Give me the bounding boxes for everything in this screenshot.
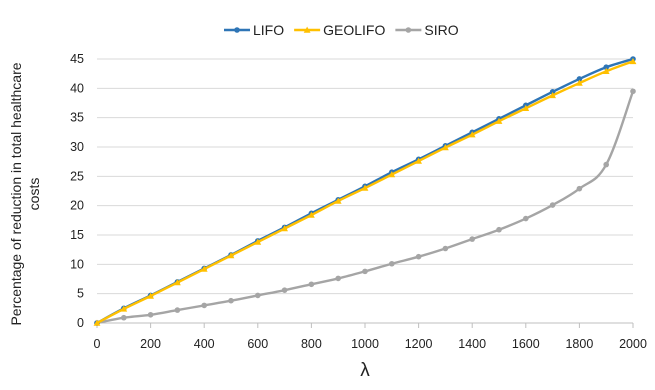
legend-marker-geolifo	[303, 26, 311, 33]
siro-point	[308, 281, 315, 288]
legend-marker-siro	[405, 27, 412, 33]
gridlines	[97, 58, 633, 295]
x-tick-label: 200	[140, 337, 161, 351]
geolifo-point	[495, 117, 503, 124]
legend-item-geolifo: GEOLIFO	[294, 22, 385, 38]
lifo-point	[549, 89, 556, 95]
siro-point	[335, 275, 342, 282]
siro-point	[201, 302, 207, 309]
geolifo-point	[629, 57, 637, 65]
geolifo-point	[468, 131, 476, 138]
geolifo-point	[308, 211, 315, 218]
y-tick-label: 0	[77, 316, 84, 330]
x-tick-label: 1600	[512, 337, 540, 351]
series-group	[93, 56, 637, 326]
geolifo-point	[227, 252, 235, 259]
siro-point	[603, 161, 609, 168]
series-geolifo	[93, 57, 637, 326]
lifo-point	[576, 76, 583, 82]
geolifo-point	[576, 79, 583, 86]
legend: LIFO GEOLIFO SIRO	[224, 22, 459, 38]
geolifo-point	[522, 104, 530, 111]
geolifo-point	[281, 225, 288, 232]
legend-marker-lifo	[234, 27, 240, 33]
y-tick-label: 45	[70, 52, 84, 66]
siro-point	[576, 185, 583, 192]
geolifo-point	[361, 184, 369, 191]
geolifo-point	[254, 238, 262, 245]
geolifo-point	[93, 319, 101, 326]
geolifo-point	[388, 171, 396, 178]
siro-point	[469, 236, 476, 242]
legend-label-siro: SIRO	[424, 22, 458, 38]
geolifo-point	[442, 144, 449, 151]
siro-point	[281, 287, 288, 293]
x-tick-label: 1800	[565, 337, 593, 351]
siro-point	[362, 268, 368, 275]
y-tick-label: 20	[70, 199, 84, 213]
siro-point	[389, 260, 395, 267]
geolifo-point	[174, 279, 181, 286]
siro-point	[496, 226, 502, 233]
geolifo-point	[147, 292, 154, 299]
x-tick-label: 600	[247, 337, 268, 351]
y-tick-label: 30	[70, 140, 84, 154]
siro-point	[549, 202, 556, 208]
siro-point	[523, 215, 529, 222]
siro-point	[630, 88, 636, 95]
x-tick-label: 1000	[351, 337, 379, 351]
geolifo-point	[334, 197, 342, 204]
geolifo-point	[549, 91, 556, 99]
geolifo-point	[602, 67, 610, 75]
x-tick-label: 0	[94, 337, 101, 351]
siro-point	[415, 253, 422, 260]
siro-point	[442, 245, 449, 252]
legend-label-geolifo: GEOLIFO	[323, 22, 385, 38]
siro-point	[228, 297, 234, 304]
siro-point	[174, 307, 181, 313]
x-tick-label: 2000	[619, 337, 647, 351]
geolifo-point	[200, 265, 208, 272]
legend-label-lifo: LIFO	[253, 22, 284, 38]
y-tick-label: 10	[70, 257, 84, 271]
siro-point	[254, 292, 261, 299]
x-tick-label: 800	[301, 337, 322, 351]
legend-item-lifo: LIFO	[224, 22, 284, 38]
y-tick-label: 5	[77, 287, 84, 301]
y-tick-label: 15	[70, 228, 84, 242]
legend-item-siro: SIRO	[395, 22, 459, 38]
geolifo-point	[120, 305, 128, 312]
y-tick-label: 25	[70, 169, 84, 183]
x-axis-title: λ	[360, 360, 370, 381]
y-tick-label: 35	[70, 111, 84, 125]
x-tick-label: 1400	[458, 337, 486, 351]
axes: 0 5 10 15 20 25 30 35 40 45 0 200 400 600 800 1000 1200 1…	[70, 52, 647, 351]
siro-point	[147, 311, 154, 318]
x-tick-label: 1200	[405, 337, 433, 351]
lifo-point	[603, 64, 609, 71]
geolifo-point	[415, 157, 422, 164]
series-siro	[94, 88, 636, 326]
y-axis-title-line: Percentage of reduction in total healthc…	[8, 62, 24, 325]
y-axis-title: Percentage of reduction in total healthc…	[8, 62, 42, 325]
x-tick-label: 400	[194, 337, 215, 351]
y-axis-title-line: costs	[26, 178, 42, 211]
siro-point	[121, 314, 127, 321]
y-tick-label: 40	[70, 81, 84, 95]
